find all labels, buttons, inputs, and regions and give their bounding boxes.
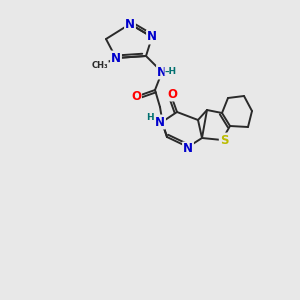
Text: N: N <box>111 52 121 64</box>
Text: N: N <box>155 116 165 128</box>
Text: H: H <box>146 112 154 122</box>
Text: N: N <box>125 17 135 31</box>
Text: N: N <box>147 31 157 44</box>
Text: N: N <box>157 65 167 79</box>
Text: CH₃: CH₃ <box>92 61 108 70</box>
Text: O: O <box>167 88 177 100</box>
Text: S: S <box>220 134 228 146</box>
Text: O: O <box>131 89 141 103</box>
Text: –H: –H <box>165 67 177 76</box>
Text: N: N <box>183 142 193 155</box>
